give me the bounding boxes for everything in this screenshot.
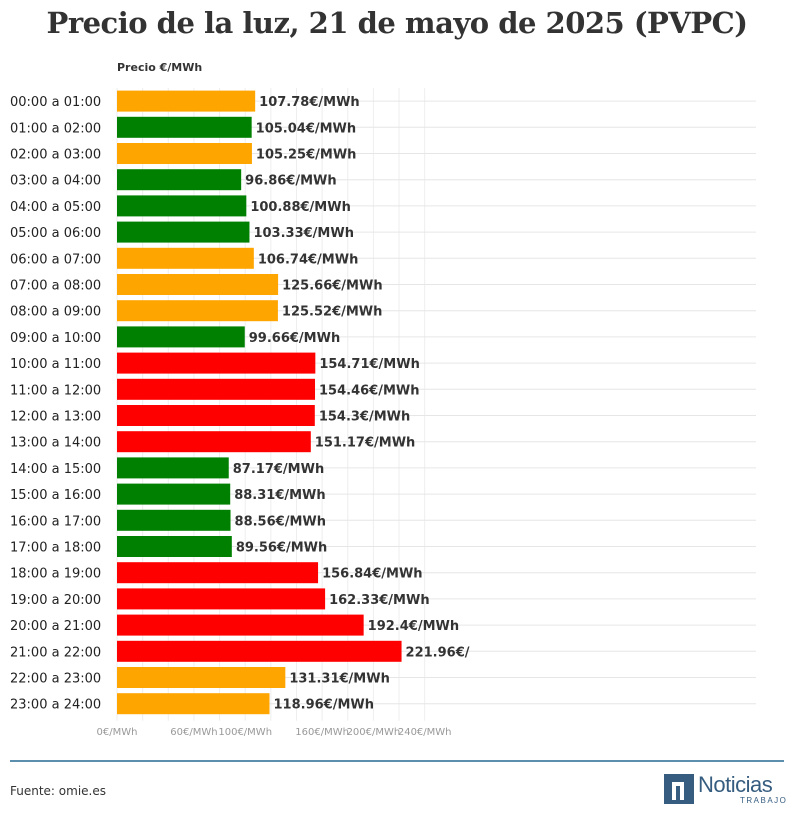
bar [117, 457, 229, 479]
value-label: 106.74€/MWh [258, 252, 359, 267]
value-label: 192.4€/MWh [368, 619, 459, 634]
category-label: 15:00 a 16:00 [10, 488, 101, 503]
value-label: 125.66€/MWh [282, 279, 383, 294]
bar [117, 693, 270, 715]
bar [117, 562, 319, 584]
category-label: 18:00 a 19:00 [10, 567, 101, 582]
category-label: 05:00 a 06:00 [10, 226, 101, 241]
category-label: 12:00 a 13:00 [10, 410, 101, 425]
category-label: 04:00 a 05:00 [10, 200, 101, 215]
bar-chart: 00:00 a 01:00 107.78€/MWh 01:00 a 02:00 105… [10, 88, 756, 738]
bar [117, 431, 311, 453]
category-label: 21:00 a 22:00 [10, 645, 101, 660]
bar [117, 536, 232, 557]
bar [117, 90, 256, 112]
x-tick-label: 200€/MWh [347, 727, 401, 738]
value-label: 103.33€/MWh [253, 226, 354, 241]
bar [117, 247, 254, 269]
category-label: 01:00 a 02:00 [10, 121, 101, 136]
value-label: 154.3€/MWh [319, 410, 410, 425]
category-label: 11:00 a 12:00 [10, 383, 101, 398]
value-label: 107.78€/MWh [259, 95, 360, 110]
value-label: 154.46€/MWh [319, 383, 420, 398]
bar [117, 116, 252, 138]
category-label: 02:00 a 03:00 [10, 148, 101, 163]
bar [117, 352, 316, 374]
category-label: 23:00 a 24:00 [10, 698, 101, 713]
x-tick-label: 60€/MWh [170, 727, 217, 738]
bar [117, 274, 279, 295]
value-label: 99.66€/MWh [249, 331, 340, 346]
chart-title: Precio de la luz, 21 de mayo de 2025 (PV… [46, 6, 748, 40]
value-label: 100.88€/MWh [250, 200, 351, 215]
category-label: 22:00 a 23:00 [10, 672, 101, 687]
value-label: 151.17€/MWh [315, 436, 416, 451]
bar [117, 509, 231, 531]
footer-divider [10, 760, 784, 762]
category-label: 08:00 a 09:00 [10, 305, 101, 320]
value-label: 88.31€/MWh [234, 488, 325, 503]
value-label: 154.71€/MWh [319, 357, 420, 372]
value-label: 131.31€/MWh [289, 672, 390, 687]
x-tick-label: 0€/MWh [97, 727, 138, 738]
category-label: 17:00 a 18:00 [10, 541, 101, 556]
bar [117, 405, 315, 426]
logo-n-icon [664, 774, 694, 804]
x-tick-label: 160€/MWh [295, 727, 349, 738]
value-label: 125.52€/MWh [282, 305, 383, 320]
noticias-trabajo-logo: Noticias TRABAJO [664, 772, 788, 806]
bar [117, 483, 231, 505]
bar [117, 221, 250, 243]
logo-wordmark: Noticias [698, 772, 773, 797]
logo-subtitle: TRABAJO [740, 796, 788, 805]
category-label: 16:00 a 17:00 [10, 514, 101, 529]
value-label: 105.04€/MWh [256, 121, 357, 136]
category-label: 06:00 a 07:00 [10, 252, 101, 267]
category-label: 00:00 a 01:00 [10, 95, 101, 110]
category-label: 03:00 a 04:00 [10, 174, 101, 189]
bar [117, 588, 326, 610]
value-label: 88.56€/MWh [235, 514, 326, 529]
value-label: 89.56€/MWh [236, 541, 327, 556]
category-label: 10:00 a 11:00 [10, 357, 101, 372]
value-label: 162.33€/MWh [329, 593, 430, 608]
value-label: 156.84€/MWh [322, 567, 423, 582]
x-tick-label: 100€/MWh [218, 727, 272, 738]
category-label: 13:00 a 14:00 [10, 436, 101, 451]
value-label: 118.96€/MWh [274, 698, 375, 713]
value-label: 221.96€/ [406, 645, 470, 660]
category-label: 20:00 a 21:00 [10, 619, 101, 634]
bar [117, 378, 316, 400]
bar [117, 195, 247, 217]
category-label: 09:00 a 10:00 [10, 331, 101, 346]
bar [117, 169, 242, 191]
category-label: 07:00 a 08:00 [10, 279, 101, 294]
bar [117, 300, 278, 322]
bar [117, 143, 252, 164]
bar [117, 667, 286, 688]
source-note: Fuente: omie.es [10, 784, 106, 798]
bar [117, 640, 402, 662]
bar [117, 326, 245, 348]
bar [117, 614, 364, 636]
y-axis-label: Precio €/MWh [117, 61, 203, 74]
category-label: 19:00 a 20:00 [10, 593, 101, 608]
x-tick-label: 240€/MWh [398, 727, 452, 738]
value-label: 105.25€/MWh [256, 148, 356, 163]
category-label: 14:00 a 15:00 [10, 462, 101, 477]
value-label: 87.17€/MWh [233, 462, 324, 477]
value-label: 96.86€/MWh [245, 174, 336, 189]
